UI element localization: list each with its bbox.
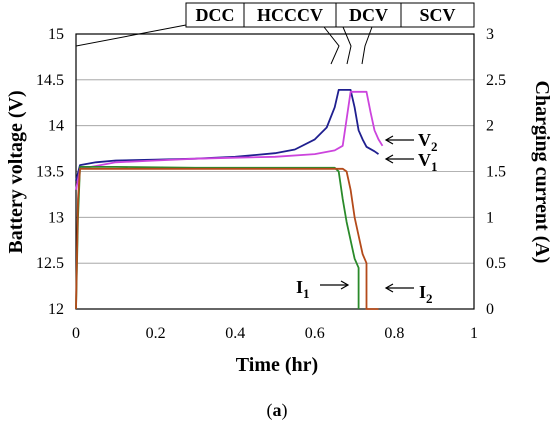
grid xyxy=(76,79,474,264)
y2-tick-label: 1 xyxy=(486,209,494,226)
phase-leader-line xyxy=(323,26,340,65)
y2-tick-label: 2 xyxy=(486,118,494,135)
phase-labels: DCC HCCCV DCV SCV xyxy=(75,2,475,65)
annotation-arrow-head xyxy=(384,154,394,164)
annotation-arrow-head xyxy=(384,283,394,293)
series-label-sub: 1 xyxy=(303,286,310,301)
y2-tick-label: 0.5 xyxy=(486,255,506,272)
y-axis-title: Battery voltage (V) xyxy=(5,90,27,253)
y-tick-label: 12 xyxy=(48,301,64,318)
plot-frame xyxy=(75,33,475,310)
phase-label: HCCCV xyxy=(257,5,323,25)
phase-label: DCC xyxy=(196,5,235,25)
series-label-sub: 1 xyxy=(431,159,438,174)
series-line-2 xyxy=(75,90,384,190)
y-tick-label: 14 xyxy=(48,118,64,135)
x-axis-title: Time (hr) xyxy=(236,354,318,376)
y-tick-label: 13.5 xyxy=(36,164,64,181)
series-label-main: V xyxy=(418,130,431,150)
phase-leader-line xyxy=(361,26,373,65)
series-label-sub: 2 xyxy=(426,291,433,306)
series-label-main: I xyxy=(419,282,426,302)
y2-tick-label: 0 xyxy=(486,301,494,318)
x-tick-label: 0.8 xyxy=(384,325,404,342)
x-tick-label: 0 xyxy=(72,325,80,342)
series-line-4 xyxy=(75,167,379,310)
y-tick-label: 12.5 xyxy=(36,255,64,272)
series-label-1: V2 xyxy=(418,130,438,154)
x-tick-label: 0.6 xyxy=(305,325,325,342)
series-lines xyxy=(75,89,384,310)
y2-tick-label: 1.5 xyxy=(486,164,506,181)
caption-prefix: ( xyxy=(267,400,273,421)
phase-leader-line xyxy=(342,26,352,65)
figure-caption: (a) xyxy=(267,400,288,421)
series-label-main: I xyxy=(296,277,303,297)
x-tick-label: 0.2 xyxy=(146,325,166,342)
y-tick-label: 13 xyxy=(48,209,64,226)
series-line-1 xyxy=(75,89,380,181)
phase-leader-line xyxy=(75,24,187,64)
series-label-main: V xyxy=(418,150,431,170)
series-label-4: I2 xyxy=(419,282,433,306)
y2-tick-label: 3 xyxy=(486,26,494,43)
caption-suffix: ) xyxy=(282,400,288,421)
x-tick-label: 1 xyxy=(470,325,478,342)
annotation-arrow-head xyxy=(340,280,350,290)
annotation-arrow-head xyxy=(384,135,394,145)
y-tick-label: 14.5 xyxy=(36,72,64,89)
y2-tick-label: 2.5 xyxy=(486,72,506,89)
series-label-2: V1 xyxy=(418,150,438,174)
phase-label: SCV xyxy=(419,5,455,25)
y2-axis-title: Charging current (A) xyxy=(531,81,550,264)
series-label-3: I1 xyxy=(296,277,310,301)
phase-label: DCV xyxy=(349,5,388,25)
caption-letter: a xyxy=(273,400,282,420)
y-tick-label: 15 xyxy=(48,26,64,43)
phase-box xyxy=(243,2,337,28)
phase-box xyxy=(185,2,245,28)
x-tick-label: 0.4 xyxy=(225,325,245,342)
phase-box xyxy=(400,2,475,28)
ticks: 12 012.5 0.513 113.5 1.514 214.5 2.515 30 0.2 0.4… xyxy=(36,26,506,342)
series-label-sub: 2 xyxy=(431,139,438,154)
